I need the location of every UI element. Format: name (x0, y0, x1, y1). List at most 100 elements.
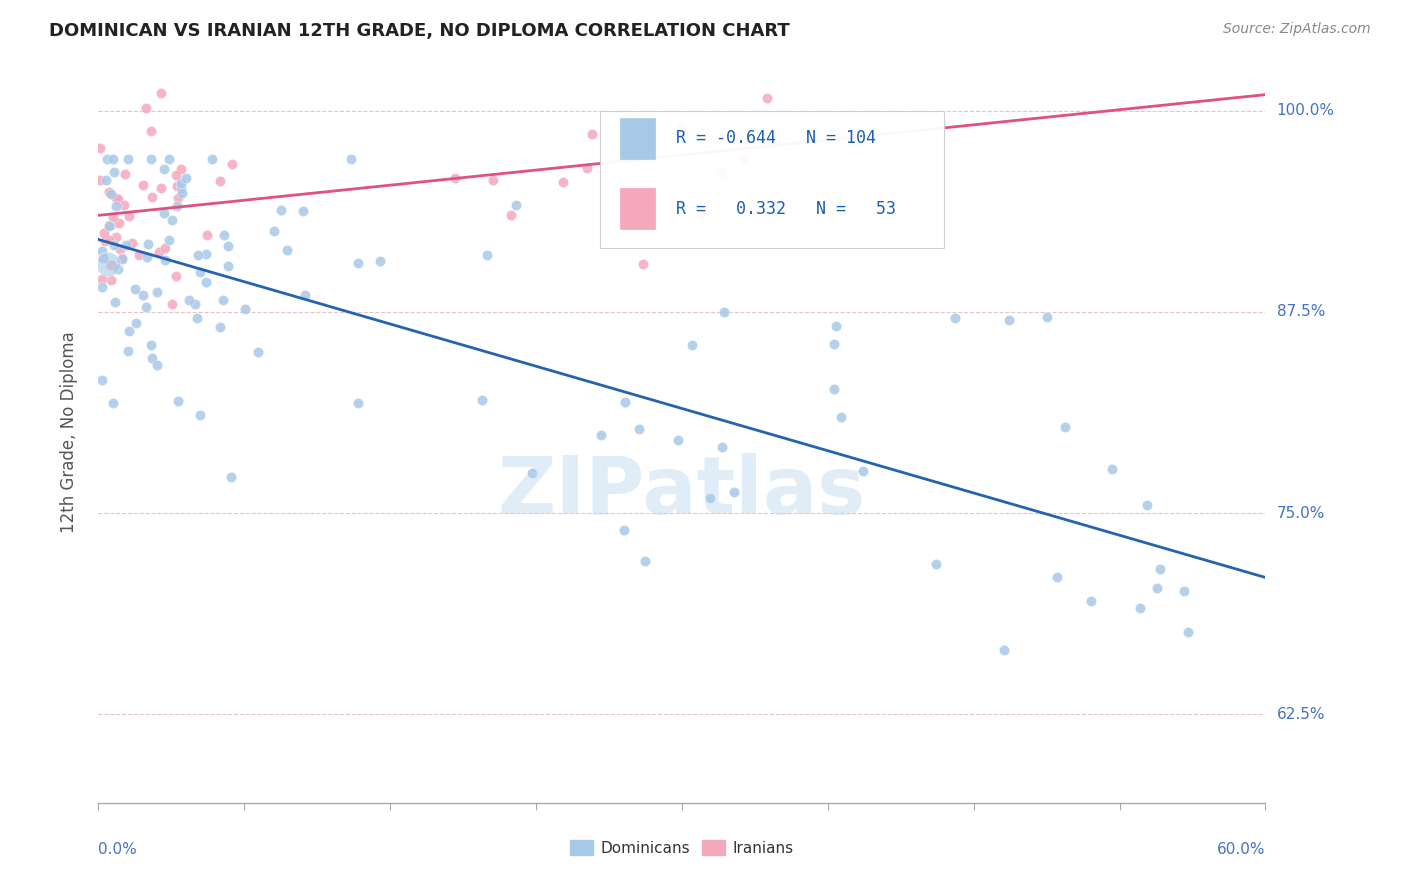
Point (135, 101, 157, 115)
Legend: Dominicans, Iranians: Dominicans, Iranians (564, 834, 800, 862)
Text: 87.5%: 87.5% (1277, 304, 1324, 319)
Point (152, 206, 174, 220)
Point (100, 218, 122, 232)
Point (292, 204, 315, 219)
Point (444, 171, 467, 186)
Point (157, 234, 180, 248)
Point (101, 396, 124, 410)
Point (111, 251, 134, 265)
Point (96, 172, 118, 186)
Point (101, 210, 124, 224)
Point (186, 310, 208, 325)
Point (221, 157, 243, 171)
Text: 75.0%: 75.0% (1277, 506, 1324, 521)
Point (98, 185, 121, 199)
Point (160, 297, 183, 311)
Point (114, 168, 136, 182)
Point (187, 248, 209, 262)
Point (631, 257, 654, 271)
Point (219, 470, 242, 484)
Point (93, 226, 115, 240)
Point (208, 174, 231, 188)
Point (136, 250, 159, 264)
Point (1177, 624, 1199, 639)
Point (89, 141, 111, 155)
Point (1173, 583, 1195, 598)
Point (165, 169, 187, 183)
Bar (620, 118, 655, 159)
Text: ZIPatlas: ZIPatlas (498, 453, 866, 531)
Point (91, 372, 114, 386)
FancyBboxPatch shape (600, 111, 945, 247)
Point (270, 202, 292, 217)
Point (97, 219, 120, 233)
Point (710, 168, 733, 182)
Point (217, 238, 239, 252)
Point (505, 198, 527, 212)
Point (699, 491, 721, 505)
Point (170, 181, 193, 195)
Point (165, 269, 187, 284)
Point (713, 305, 735, 319)
Point (125, 316, 148, 330)
Point (148, 244, 170, 259)
Point (105, 230, 128, 244)
Point (1149, 562, 1171, 576)
Point (195, 228, 218, 243)
Point (111, 252, 134, 266)
Point (501, 208, 523, 222)
Text: 60.0%: 60.0% (1218, 842, 1265, 856)
Point (233, 301, 256, 316)
Point (209, 320, 232, 334)
Point (482, 173, 505, 187)
Text: DOMINICAN VS IRANIAN 12TH GRADE, NO DIPLOMA CORRELATION CHART: DOMINICAN VS IRANIAN 12TH GRADE, NO DIPL… (49, 22, 790, 40)
Point (188, 408, 211, 422)
Point (1035, 310, 1057, 325)
Text: 100.0%: 100.0% (1277, 103, 1334, 119)
Text: R = -0.644   N = 104: R = -0.644 N = 104 (676, 129, 876, 147)
Point (166, 179, 188, 194)
Bar (620, 188, 655, 229)
Point (160, 213, 183, 227)
Point (347, 396, 370, 410)
Point (1129, 601, 1152, 615)
Point (166, 199, 188, 213)
Point (128, 247, 150, 261)
Point (91, 251, 114, 265)
Point (141, 351, 163, 366)
Point (276, 243, 298, 257)
Point (108, 217, 131, 231)
Point (520, 466, 543, 480)
Point (91, 244, 114, 258)
Point (89, 172, 111, 186)
Point (692, 207, 714, 221)
Point (340, 152, 363, 166)
Point (104, 295, 127, 310)
Point (993, 643, 1015, 657)
Point (1136, 498, 1159, 512)
Point (723, 485, 745, 500)
Point (263, 224, 285, 238)
Point (166, 191, 188, 205)
Point (825, 318, 848, 333)
Point (613, 523, 636, 537)
Point (117, 343, 139, 358)
Point (132, 178, 155, 193)
Point (471, 392, 494, 407)
Point (105, 199, 128, 213)
Point (212, 293, 235, 307)
Point (823, 337, 845, 351)
Point (135, 300, 157, 314)
Point (118, 324, 141, 338)
Point (112, 197, 135, 211)
Point (823, 382, 845, 396)
Point (100, 186, 122, 201)
Point (666, 434, 689, 448)
Point (733, 152, 755, 166)
Point (153, 253, 176, 268)
Point (93, 234, 115, 248)
Point (755, 90, 778, 104)
Point (1054, 420, 1077, 434)
Point (117, 152, 139, 166)
Point (103, 165, 125, 179)
